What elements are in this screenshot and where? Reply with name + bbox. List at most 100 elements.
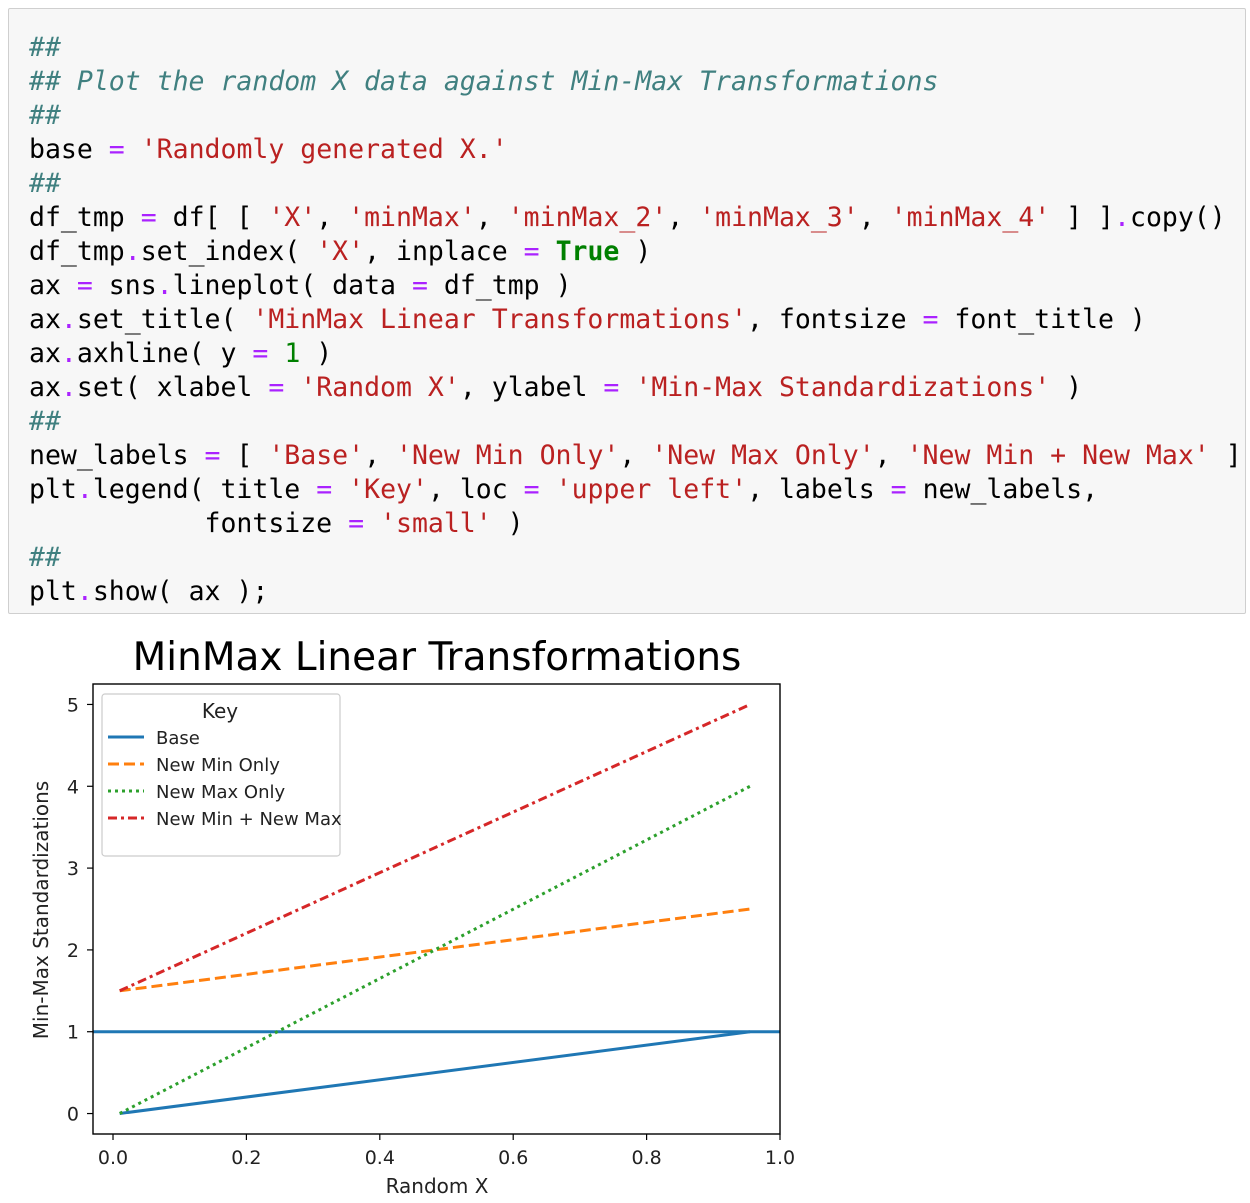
code-token: ax	[29, 372, 61, 403]
code-token	[268, 338, 284, 369]
code-token: , loc	[427, 474, 524, 505]
code-token: 'Min-Max Standardizations'	[635, 372, 1051, 403]
code-line: ##	[29, 406, 61, 437]
code-token: =	[890, 474, 907, 505]
code-token: ##	[29, 168, 61, 199]
y-tick-label: 4	[67, 776, 79, 798]
code-token: =	[523, 474, 540, 505]
code-token: plt	[29, 474, 77, 505]
code-token: =	[252, 338, 269, 369]
legend-label-1: New Min Only	[156, 755, 280, 776]
code-token: ,	[364, 440, 396, 471]
code-token: =	[922, 304, 939, 335]
series-line-1	[119, 907, 751, 993]
code-token: new_labels,	[906, 474, 1099, 505]
code-token: df_tmp	[29, 202, 141, 233]
x-tick-label: 0.4	[365, 1147, 395, 1169]
code-token: base	[29, 134, 109, 165]
code-token: True	[555, 236, 620, 267]
code-token: , inplace	[364, 236, 524, 267]
code-token: set_index(	[140, 236, 317, 267]
code-token: .	[76, 474, 93, 505]
code-line: ##	[29, 168, 61, 199]
x-tick-label: 0.2	[231, 1147, 261, 1169]
code-token: .	[60, 372, 77, 403]
code-token: ,	[475, 202, 508, 233]
code-token: ##	[29, 542, 61, 573]
code-line: fontsize = 'small' )	[29, 508, 523, 539]
code-token: =	[204, 440, 221, 471]
code-token: 'minMax_3'	[699, 202, 859, 233]
plot-frame	[92, 683, 781, 1135]
code-token	[364, 508, 380, 539]
code-token: 'upper left'	[555, 474, 748, 505]
code-token: df[ [	[156, 202, 269, 233]
code-token: set_title(	[76, 304, 253, 335]
line-chart: 0.0 0.2 0.4 0.6 0.8 1.0 0 1 2 3 4 5 MinMax Linear T…	[29, 635, 795, 1198]
chart-title: MinMax Linear Transformations	[133, 635, 742, 680]
code-token: 'Base'	[268, 440, 365, 471]
x-axis-label: Random X	[386, 1174, 489, 1198]
code-token: ##	[29, 406, 61, 437]
code-token: ax	[29, 338, 61, 369]
x-tick-label: 0.0	[98, 1147, 128, 1169]
code-token: .	[60, 304, 77, 335]
y-tick-label: 2	[67, 940, 79, 962]
code-token: ,	[316, 202, 349, 233]
legend-label-0: Base	[156, 728, 200, 749]
code-token: .	[1114, 202, 1130, 233]
chart-container: 0.0 0.2 0.4 0.6 0.8 1.0 0 1 2 3 4 5 MinMax Linear T…	[0, 620, 820, 1198]
code-token: font_title )	[938, 304, 1146, 335]
code-token: [	[220, 440, 269, 471]
code-token: 'New Min + New Max'	[906, 440, 1210, 471]
x-tick-label: 1.0	[765, 1147, 795, 1169]
code-token: new_labels	[29, 440, 205, 471]
code-token: .	[60, 338, 77, 369]
x-tick-label: 0.6	[498, 1147, 528, 1169]
code-token	[619, 372, 635, 403]
code-token: ,	[619, 440, 652, 471]
code-token: =	[603, 372, 620, 403]
legend-label-2: New Max Only	[156, 782, 285, 803]
code-token: sns	[92, 270, 157, 301]
code-token: , labels	[747, 474, 891, 505]
code-token: df_tmp	[29, 236, 125, 267]
legend-label-3: New Min + New Max	[156, 809, 342, 830]
code-token: ax	[29, 304, 61, 335]
code-cell[interactable]: ## ## Plot the random X data against Min…	[8, 8, 1246, 614]
code-token: 'Random X'	[300, 372, 460, 403]
code-token: axhline( y	[76, 338, 253, 369]
code-line: ax.set_title( 'MinMax Linear Transformat…	[29, 304, 1146, 335]
code-token: ,	[874, 440, 907, 471]
code-line: base = 'Randomly generated X.'	[29, 134, 508, 165]
code-token: =	[76, 270, 93, 301]
code-token: 'MinMax Linear Transformations'	[252, 304, 747, 335]
code-token: =	[523, 236, 540, 267]
code-token: , ylabel	[459, 372, 604, 403]
code-line: plt.legend( title = 'Key', loc = 'upper …	[29, 474, 1098, 505]
series-line-0	[119, 1030, 751, 1115]
code-token: 'minMax'	[348, 202, 476, 233]
code-token: 'X'	[316, 236, 365, 267]
code-token: ,	[667, 202, 700, 233]
code-token	[332, 474, 348, 505]
code-line: ##	[29, 542, 61, 573]
code-token: 'small'	[380, 508, 492, 539]
y-tick-label: 5	[67, 694, 79, 716]
code-token: =	[140, 202, 157, 233]
code-token: 1	[284, 338, 301, 369]
code-line: df_tmp = df[ [ 'X', 'minMax', 'minMax_2'…	[29, 202, 1226, 233]
code-line: df_tmp.set_index( 'X', inplace = True )	[29, 236, 651, 267]
code-token: .	[76, 576, 93, 607]
code-token: )	[300, 338, 333, 369]
code-line: ax = sns.lineplot( data = df_tmp )	[29, 270, 572, 301]
code-token: plt	[29, 576, 77, 607]
code-token: .	[156, 270, 173, 301]
code-editor[interactable]: ## ## Plot the random X data against Min…	[29, 31, 1242, 609]
code-token: set( xlabel	[76, 372, 269, 403]
code-line: ax.set( xlabel = 'Random X', ylabel = 'M…	[29, 372, 1082, 403]
code-token: 'minMax_4'	[890, 202, 1051, 233]
code-line: ax.axhline( y = 1 )	[29, 338, 332, 369]
code-token: )	[619, 236, 652, 267]
code-token: ax	[29, 270, 77, 301]
